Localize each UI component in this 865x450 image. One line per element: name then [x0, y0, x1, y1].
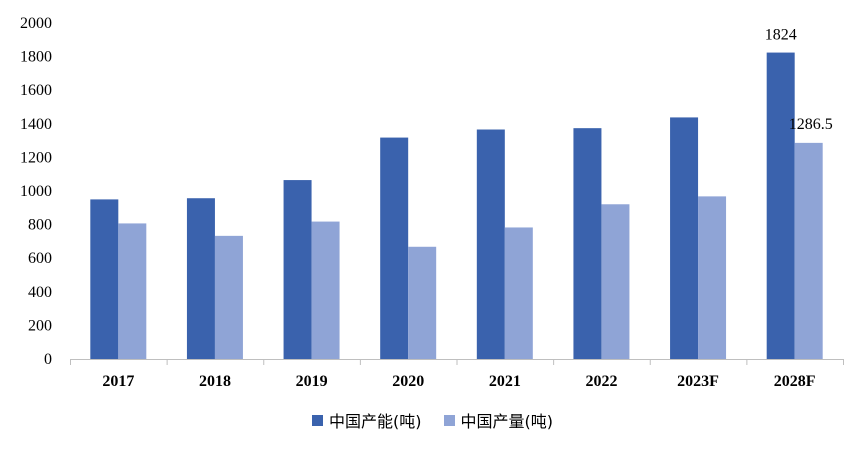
- x-tick-label: 2018: [199, 373, 231, 390]
- y-tick-label: 400: [28, 284, 52, 301]
- bar-output: [408, 246, 437, 359]
- x-tick-label: 2021: [489, 373, 521, 390]
- bar-output: [504, 227, 533, 359]
- legend-item-output: 中国产量(吨): [443, 408, 554, 432]
- y-tick-label: 1400: [20, 116, 52, 133]
- x-tick-label: 2020: [392, 373, 424, 390]
- legend-item-capacity: 中国产能(吨): [312, 408, 422, 432]
- y-tick-label: 800: [28, 217, 52, 234]
- bar-output: [698, 196, 727, 359]
- legend-swatch-capacity: [312, 414, 323, 426]
- y-tick-label: 1000: [20, 183, 52, 200]
- y-tick-label: 600: [28, 250, 52, 267]
- bar-output: [311, 221, 340, 359]
- x-axis: 2017 2018 2019 2020 2021 2022 2023F 2028F: [70, 359, 844, 390]
- legend-swatch-output: [443, 414, 455, 426]
- legend-label-capacity: 中国产能(吨): [329, 412, 422, 431]
- y-tick-label: 1200: [20, 149, 52, 166]
- bars: [90, 52, 823, 360]
- x-tick-label: 2019: [296, 373, 328, 390]
- y-tick-label: 1800: [20, 49, 52, 66]
- data-label: 1286.5: [789, 116, 833, 133]
- y-tick-label: 1600: [20, 82, 52, 99]
- data-labels: 1824 1286.5: [765, 27, 833, 133]
- legend: 中国产能(吨) 中国产量(吨): [0, 408, 865, 432]
- bar-capacity: [186, 198, 215, 359]
- y-tick-label: 0: [44, 351, 52, 368]
- data-label: 1824: [765, 27, 797, 44]
- bar-capacity: [380, 137, 409, 359]
- bar-capacity: [476, 129, 505, 359]
- bar-output: [601, 204, 630, 359]
- legend-label-output: 中国产量(吨): [460, 412, 554, 431]
- x-tick-label: 2028F: [774, 373, 816, 390]
- bar-output: [118, 223, 147, 359]
- bar-capacity: [766, 52, 795, 360]
- x-tick-label: 2023F: [677, 373, 719, 390]
- bar-capacity: [670, 117, 699, 359]
- y-axis: 0 200 400 600 800 1000 1200 1400 1600 1800 2000: [20, 15, 52, 368]
- bar-chart: 0 200 400 600 800 1000 1200 1400 1600 1800 2000 20…: [20, 15, 844, 390]
- y-tick-label: 2000: [20, 15, 52, 32]
- y-tick-label: 200: [28, 317, 52, 334]
- bar-capacity: [573, 128, 602, 359]
- bar-capacity: [283, 180, 312, 359]
- bar-capacity: [90, 199, 119, 359]
- x-tick-label: 2022: [585, 373, 617, 390]
- bar-output: [214, 235, 243, 359]
- x-tick-label: 2017: [102, 373, 134, 390]
- bar-output: [794, 142, 823, 359]
